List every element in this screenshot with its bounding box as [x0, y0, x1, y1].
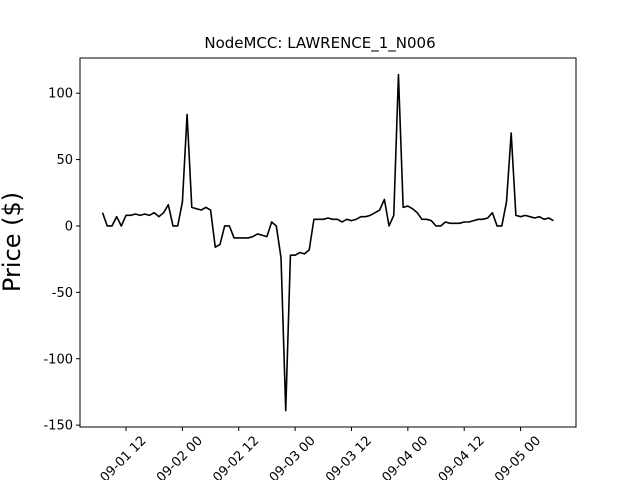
y-tick-label: 50 — [56, 153, 73, 168]
y-axis-label: Price ($) — [0, 192, 26, 292]
line-series — [101, 73, 554, 412]
chart-title: NodeMCC: LAWRENCE_1_N006 — [204, 34, 435, 53]
plot-frame — [79, 57, 577, 428]
x-tick-label: 09-03 00 — [267, 434, 319, 480]
y-tick-label: -150 — [43, 419, 73, 434]
x-tick-label: 09-01 12 — [98, 434, 150, 480]
y-tick-label: -50 — [52, 286, 73, 301]
x-tick-label: 09-03 12 — [323, 434, 375, 480]
y-tick-label: 100 — [48, 87, 73, 102]
x-tick-label: 09-04 12 — [436, 434, 488, 480]
y-tick-label: -100 — [43, 352, 73, 367]
x-tick-label: 09-02 12 — [210, 434, 262, 480]
x-tick-label: 09-04 00 — [379, 434, 431, 480]
y-tick-label: 0 — [65, 219, 73, 234]
x-tick-label: 09-05 00 — [492, 434, 544, 480]
x-tick-label: 09-02 00 — [154, 434, 206, 480]
